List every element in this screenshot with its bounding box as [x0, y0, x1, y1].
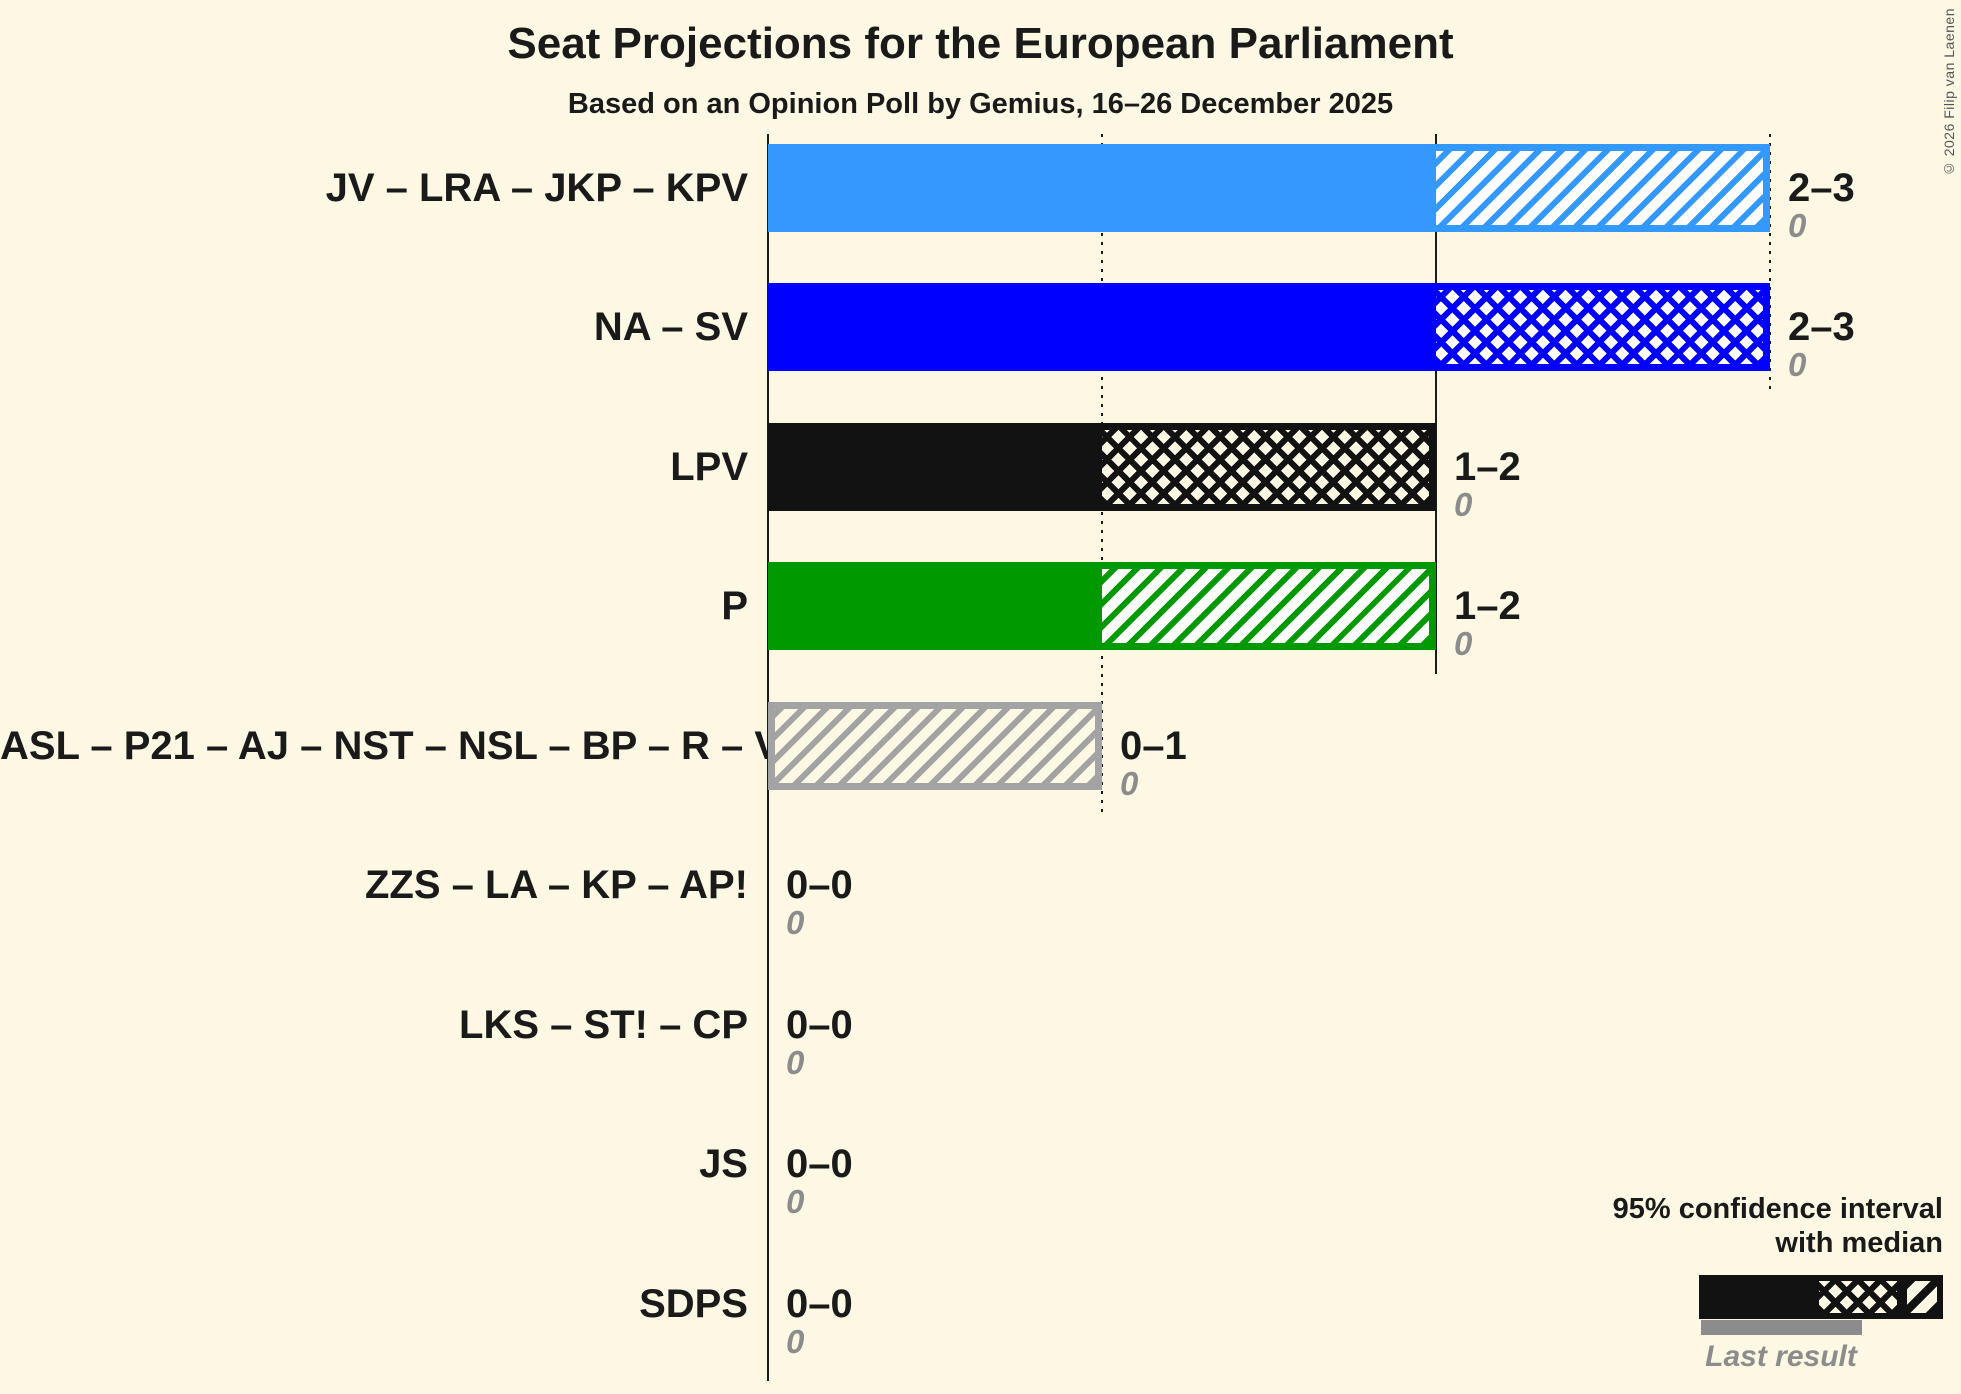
confidence-interval-value: 2–3	[1788, 165, 1855, 210]
confidence-interval-value: 0–0	[786, 863, 853, 907]
party-label: LPV	[670, 444, 748, 489]
copyright-note: © 2026 Filip van Laenen	[1941, 8, 1957, 178]
value-labels: 0–0 0	[786, 863, 853, 941]
last-result-value: 0	[786, 1043, 805, 1081]
legend-title-line2: with median	[1775, 1227, 1943, 1259]
bar-confidence-segment	[1102, 422, 1436, 511]
value-labels: 0–0 0	[786, 1002, 853, 1081]
axis-gridline-2	[1435, 134, 1437, 674]
value-labels: 2–3 0	[1788, 165, 1855, 244]
legend-title: 95% confidence interval with median	[1613, 1192, 1943, 1260]
bar-confidence-segment	[1436, 283, 1770, 371]
value-labels: 1–2 0	[1454, 584, 1521, 662]
bar-confidence-segment	[1102, 562, 1436, 650]
last-result-value: 0	[1788, 206, 1807, 244]
confidence-interval-value: 0–1	[1120, 723, 1187, 768]
bar-median-segment	[768, 422, 1102, 511]
last-result-value: 0	[1454, 625, 1473, 662]
confidence-interval-value: 2–3	[1788, 305, 1855, 349]
confidence-interval-value: 0–0	[786, 1002, 853, 1047]
last-result-value: 0	[1788, 346, 1807, 383]
value-labels: 0–0 0	[786, 1281, 853, 1360]
legend-sample-bar	[1699, 1275, 1943, 1319]
axis-gridline-3	[1769, 134, 1771, 395]
last-result-value: 0	[1454, 485, 1473, 523]
legend-last-result-bar	[1701, 1320, 1862, 1335]
chart-title: Seat Projections for the European Parlia…	[507, 19, 1454, 68]
value-labels: 1–2 0	[1454, 444, 1521, 523]
party-label: JV – LRA – JKP – KPV	[325, 165, 748, 210]
chart-subtitle: Based on an Opinion Poll by Gemius, 16–2…	[567, 88, 1394, 120]
bar-median-segment	[768, 562, 1102, 650]
confidence-interval-value: 0–0	[786, 1142, 853, 1186]
bar-confidence-segment	[768, 701, 1102, 790]
party-label: SDPS	[639, 1281, 748, 1326]
value-labels: 0–1 0	[1120, 723, 1187, 802]
party-label: P	[721, 584, 748, 628]
party-label: LKS – ST! – CP	[459, 1002, 748, 1047]
bar-median-segment	[768, 143, 1436, 232]
last-result-value: 0	[786, 1322, 805, 1360]
party-label: JS	[699, 1142, 748, 1186]
legend-crosshatch-segment	[1819, 1275, 1903, 1319]
party-label: NA – SV	[593, 305, 748, 349]
legend-median-segment	[1699, 1275, 1819, 1319]
legend-last-result-label: Last result	[1705, 1340, 1857, 1373]
last-result-value: 0	[1120, 764, 1139, 802]
last-result-value: 0	[786, 1183, 805, 1220]
legend-diagonal-segment	[1903, 1275, 1943, 1319]
confidence-interval-value: 0–0	[786, 1281, 853, 1326]
bar-confidence-segment	[1436, 143, 1770, 232]
value-labels: 0–0 0	[786, 1142, 853, 1220]
last-result-value: 0	[786, 904, 805, 941]
confidence-interval-value: 1–2	[1454, 444, 1521, 489]
bar-median-segment	[768, 283, 1436, 371]
legend-title-line1: 95% confidence interval	[1612, 1193, 1943, 1225]
party-label: ZZS – LA – KP – AP!	[364, 863, 748, 907]
value-labels: 2–3 0	[1788, 305, 1855, 383]
party-label: ASL – P21 – AJ – NST – NSL – BP – R – VL	[0, 723, 806, 768]
confidence-interval-value: 1–2	[1454, 584, 1521, 628]
